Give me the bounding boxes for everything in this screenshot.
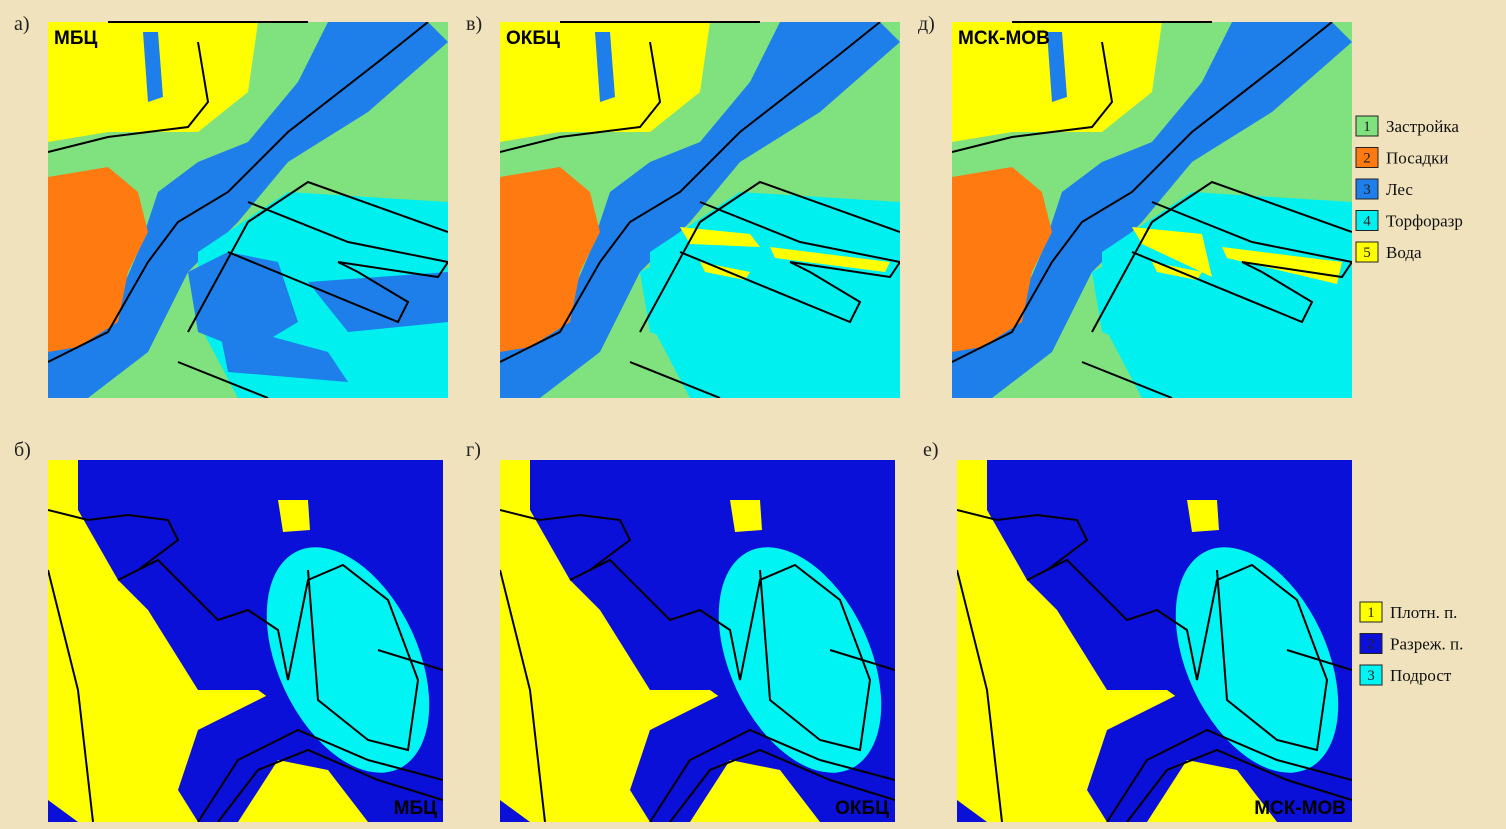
panel-letter: г) <box>466 439 481 461</box>
map: МСК-МОВ <box>952 22 1352 398</box>
legend-number: 3 <box>1367 668 1375 684</box>
legend-label: Вода <box>1386 243 1422 262</box>
region <box>278 500 310 532</box>
method-label: МСК-МОВ <box>958 28 1050 49</box>
panel-letter: б) <box>14 439 31 461</box>
region <box>1187 500 1219 532</box>
legend-label: Застройка <box>1386 117 1459 136</box>
map: МБЦ <box>48 460 462 822</box>
map: МСК-МОВ <box>957 460 1371 822</box>
legend-number: 5 <box>1363 245 1371 261</box>
method-label: ОКБЦ <box>506 28 560 49</box>
panel-letter: д) <box>918 13 935 35</box>
method-label: ОКБЦ <box>835 798 889 819</box>
legend-label: Лес <box>1386 180 1413 199</box>
method-label: МСК-МОВ <box>1254 798 1346 819</box>
legend-label: Посадки <box>1386 149 1449 168</box>
legend-number: 2 <box>1363 151 1371 167</box>
region <box>730 500 762 532</box>
method-label: МБЦ <box>54 28 97 49</box>
legend-label: Разреж. п. <box>1390 635 1463 654</box>
panel-letter: е) <box>923 439 939 461</box>
legend-label: Подрост <box>1390 666 1452 685</box>
legend-number: 4 <box>1363 214 1371 230</box>
legend-number: 1 <box>1363 119 1371 135</box>
figure: а) МБЦ в) ОКБЦ д) МСК-МОВ б) МБЦ г) ОКБЦ е) МСК-МОВ… <box>0 0 1506 829</box>
legend-label: Торфоразр <box>1386 212 1463 231</box>
method-label: МБЦ <box>394 798 437 819</box>
panel-letter: в) <box>466 13 482 35</box>
map: МБЦ <box>48 22 448 398</box>
map: ОКБЦ <box>500 22 900 398</box>
panel-letter: а) <box>14 13 30 35</box>
legend-number: 1 <box>1367 605 1375 621</box>
legend-label: Плотн. п. <box>1390 603 1457 622</box>
legend-number: 3 <box>1363 182 1371 198</box>
map: ОКБЦ <box>500 460 914 822</box>
legend-number: 2 <box>1367 637 1375 653</box>
